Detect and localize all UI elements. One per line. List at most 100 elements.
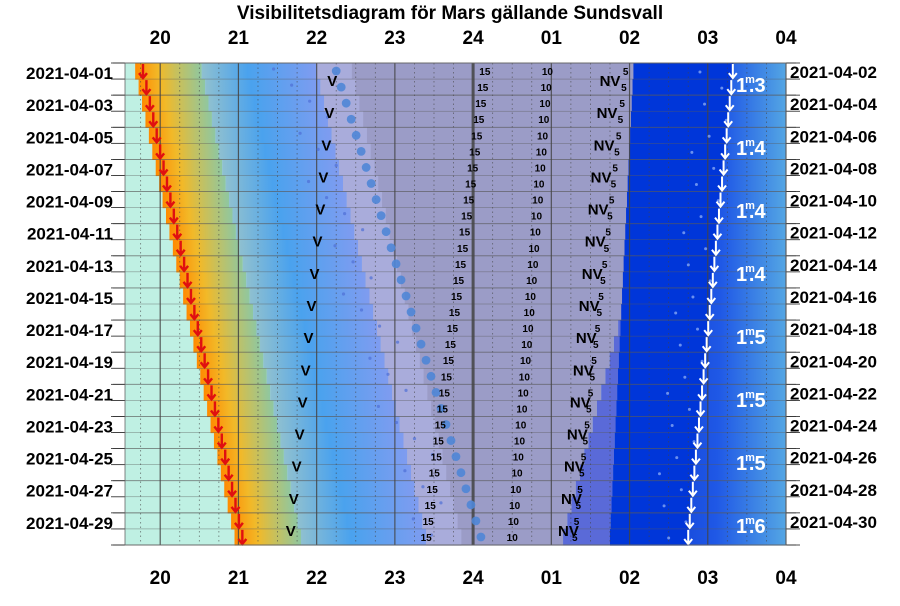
mars-setting-marker: NV: [588, 202, 609, 219]
dusk-band: [266, 368, 389, 385]
star-dot: [333, 244, 337, 248]
altitude-label-15: 15: [437, 404, 449, 415]
mars-band: [369, 287, 627, 305]
star-dot: [343, 212, 347, 216]
sunset-arrow: [148, 112, 159, 129]
right-date-label: 2021-04-04: [790, 95, 878, 114]
altitude-label-10: 10: [514, 437, 526, 448]
dusk-band: [208, 95, 325, 112]
sunset-marker: V: [312, 234, 322, 251]
altitude-label-10: 10: [531, 212, 543, 223]
dusk-band: [201, 63, 317, 80]
dusk-band: [290, 480, 415, 498]
star-dot: [361, 228, 365, 232]
night-band: [605, 368, 619, 385]
deep-night-band: [632, 79, 732, 96]
star-dot: [692, 440, 696, 444]
twilight-band: [142, 95, 209, 112]
altitude-label-5: 5: [586, 404, 592, 415]
star-dot: [359, 308, 364, 312]
magnitude-int: 1: [736, 138, 747, 160]
sunset-marker: V: [292, 459, 302, 476]
altitude-label-10: 10: [536, 147, 548, 158]
star-dot: [666, 391, 670, 395]
mars-band: [316, 63, 686, 80]
night-band: [571, 496, 612, 514]
sunset-arrow: [206, 385, 217, 402]
mars-setting-marker: NV: [573, 362, 594, 379]
star-dot: [326, 115, 330, 119]
altitude-label-5: 5: [591, 356, 597, 367]
bottom-hour-tick: 22: [306, 568, 327, 589]
altitude-label-15: 15: [473, 115, 485, 126]
right-date-label: 2021-04-08: [790, 159, 877, 178]
dusk-band: [277, 416, 400, 434]
sunrise-arrow: [684, 513, 695, 530]
twilight-band: [220, 464, 288, 482]
twilight-band: [234, 528, 302, 546]
dusk-band: [205, 79, 321, 96]
mars-dot: [471, 516, 481, 526]
dusk-band: [249, 287, 370, 305]
left-date-label: 2021-04-07: [26, 160, 113, 179]
mars-dot: [376, 211, 386, 221]
magnitude-unit: m: [745, 137, 755, 149]
mars-setting-marker: NV: [570, 394, 591, 411]
altitude-label-15: 15: [455, 260, 467, 271]
dusk-band: [270, 384, 393, 401]
bottom-hour-tick: 23: [384, 568, 405, 589]
magnitude-frac: .6: [749, 516, 766, 538]
right-date-label: 2021-04-28: [790, 481, 877, 500]
top-hour-tick: 20: [150, 28, 171, 49]
star-dot: [377, 324, 382, 328]
mars-dot: [421, 355, 431, 365]
twilight-band: [166, 207, 233, 225]
altitude-label-5: 5: [612, 163, 618, 174]
altitude-label-5: 5: [619, 99, 625, 110]
magnitude-frac: .4: [749, 201, 767, 223]
dusk-band: [263, 352, 385, 369]
star-dot: [376, 404, 381, 409]
magnitude-frac: .5: [749, 327, 766, 349]
sunrise-arrow: [683, 529, 693, 546]
mars-setting-marker: NV: [576, 330, 597, 347]
altitude-step: [354, 223, 390, 241]
right-date-label: 2021-04-06: [790, 127, 877, 146]
left-date-label: 2021-04-21: [26, 385, 113, 404]
sunset-marker: V: [298, 394, 308, 411]
altitude-label-5: 5: [605, 228, 611, 239]
star-dot: [316, 147, 320, 151]
twilight-band: [210, 416, 278, 434]
sunset-marker: V: [289, 491, 299, 508]
star-dot: [686, 263, 690, 267]
deep-night-band: [631, 95, 730, 112]
altitude-label-15: 15: [447, 324, 459, 335]
altitude-label-15: 15: [471, 131, 483, 142]
sunset-arrow: [233, 513, 244, 530]
sunrise-arrow: [686, 497, 697, 514]
star-dot: [290, 83, 294, 87]
altitude-label-10: 10: [539, 99, 551, 110]
sunset-arrow: [165, 192, 176, 209]
twilight-band: [135, 63, 202, 80]
sunset-arrow: [199, 353, 210, 370]
altitude-label-15: 15: [469, 147, 481, 158]
altitude-label-5: 5: [607, 212, 613, 223]
sunrise-arrow: [726, 80, 737, 96]
altitude-step: [373, 304, 409, 321]
dusk-band: [294, 496, 419, 514]
left-date-label: 2021-04-23: [26, 417, 113, 436]
mars-dot: [381, 227, 391, 237]
sunset-arrow: [216, 433, 227, 450]
twilight-band: [196, 352, 264, 369]
altitude-label-5: 5: [618, 115, 624, 126]
star-dot: [439, 501, 443, 505]
star-dot: [662, 504, 666, 508]
mars-setting-marker: NV: [582, 266, 603, 283]
sunset-arrow: [223, 465, 234, 482]
top-hour-tick: 21: [228, 28, 250, 49]
magnitude-unit: m: [745, 263, 755, 275]
mars-dot: [451, 452, 461, 462]
deep-night-band: [615, 416, 699, 434]
night-band: [618, 320, 621, 337]
